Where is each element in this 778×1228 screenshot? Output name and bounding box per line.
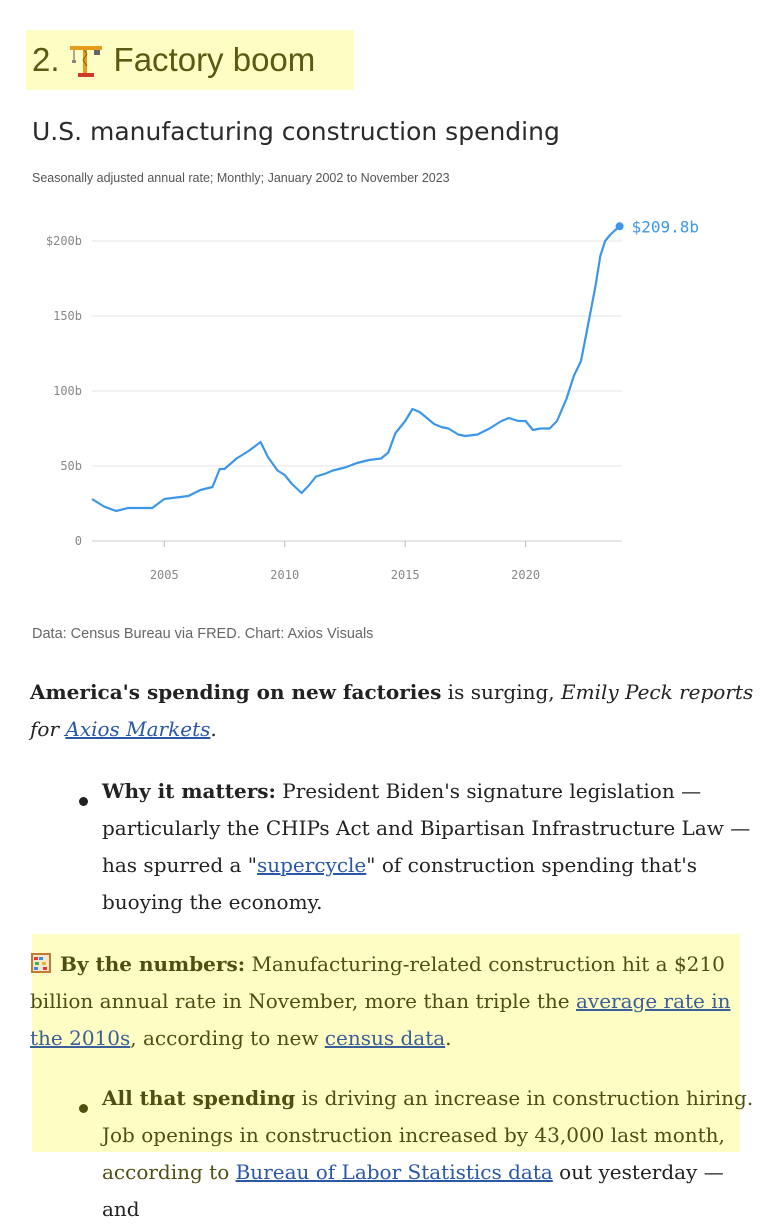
y-tick-label: 150b	[53, 309, 82, 323]
bullet-dot	[79, 797, 88, 806]
numbers-text-b: , according to new	[130, 1026, 325, 1050]
average-rate-link[interactable]: average rate in the 2010s	[30, 989, 731, 1050]
construction-crane-icon	[69, 46, 102, 77]
axios-markets-link[interactable]: Axios Markets	[65, 717, 211, 741]
chart-subtitle: Seasonally adjusted annual rate; Monthly…	[32, 171, 450, 185]
x-tick-label: 2005	[150, 568, 179, 582]
section-heading: 2. Factory boom	[26, 30, 354, 90]
end-point-marker	[615, 222, 624, 231]
series-line	[91, 225, 621, 513]
section-number: 2.	[32, 41, 60, 78]
intro-text: is surging,	[441, 680, 562, 704]
section-title: Factory boom	[113, 41, 316, 78]
bullet1-text-a: President Biden's signature legislation …	[102, 779, 751, 877]
chart-source: Data: Census Bureau via FRED. Chart: Axi…	[32, 626, 374, 642]
by-the-numbers-paragraph: By the numbers: Manufacturing-related co…	[30, 946, 742, 1057]
x-tick-label: 2010	[270, 568, 299, 582]
census-data-link[interactable]: census data	[324, 1026, 446, 1050]
highlight-background	[32, 934, 740, 1152]
end-value-label: $209.8b	[632, 217, 699, 236]
y-tick-label: $200b	[46, 234, 82, 248]
numbers-text-a: Manufacturing-related construction hit a…	[30, 952, 725, 1013]
intro-bold: America's spending on new factories	[30, 680, 442, 704]
abacus-icon	[31, 953, 51, 973]
intro-paragraph: America's spending on new factories is s…	[30, 674, 760, 748]
bullet2-text-a: is driving an increase in construction h…	[102, 1086, 754, 1184]
why-it-matters-bullet: Why it matters: President Biden's signat…	[102, 773, 762, 921]
line-chart: 0 50b 100b 150b $200b 2005 2010 2015 2020 $209.8b	[46, 217, 699, 582]
bls-data-link[interactable]: Bureau of Labor Statistics data	[235, 1160, 553, 1184]
bullet1-bold: Why it matters:	[102, 779, 276, 803]
x-tick-label: 2015	[391, 568, 420, 582]
supercycle-link[interactable]: supercycle	[256, 853, 367, 877]
all-that-spending-bullet: All that spending is driving an increase…	[102, 1080, 762, 1228]
intro-end: .	[210, 717, 217, 741]
y-tick-label: 100b	[53, 384, 82, 398]
numbers-text-c: .	[445, 1026, 452, 1050]
chart-title: U.S. manufacturing construction spending	[32, 117, 560, 146]
bullet-dot	[79, 1104, 88, 1113]
bullet1-text-b: " of construction spending that's buoyin…	[102, 853, 698, 914]
numbers-bold: By the numbers:	[60, 952, 246, 976]
y-tick-label: 0	[75, 534, 82, 548]
intro-italic: Emily Peck reports for	[30, 680, 754, 741]
y-tick-label: 50b	[60, 459, 82, 473]
x-tick-label: 2020	[511, 568, 540, 582]
bullet2-bold: All that spending	[102, 1086, 296, 1110]
